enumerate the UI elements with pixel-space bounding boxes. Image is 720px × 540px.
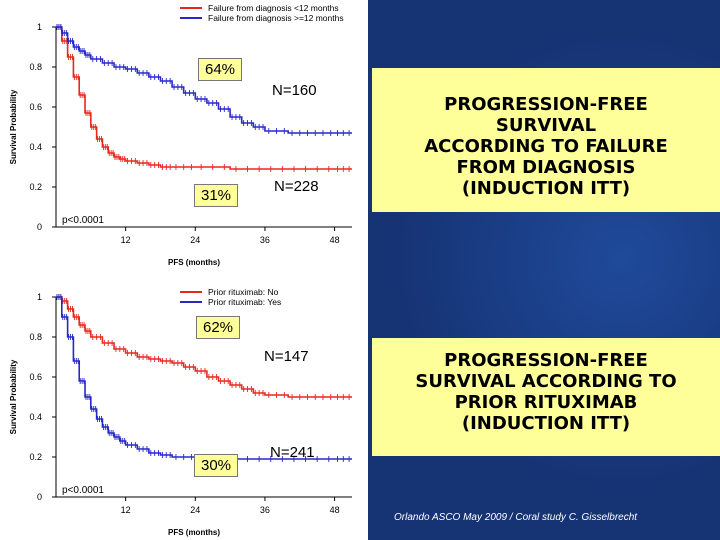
y-axis-label: Survival Probability [9,89,18,164]
x-tick-label: 36 [260,235,270,245]
y-tick-label: 0 [37,222,42,232]
x-tick-label: 24 [190,235,200,245]
n-label-upper: N=147 [264,348,309,365]
title-line: (INDUCTION ITT) [461,178,631,199]
y-tick-label: 1 [37,22,42,32]
title-line: ACCORDING TO FAILURE [424,136,668,157]
title-line: PROGRESSION-FREE [444,350,648,371]
percent-callout-upper: 64% [198,58,243,81]
title-line: (INDUCTION ITT) [461,413,631,434]
x-tick-label: 12 [121,235,131,245]
x-axis-label: PFS (months) [168,258,220,267]
p-value-annotation: p<0.0001 [62,215,104,226]
y-tick-label: 0.6 [29,372,42,382]
title-line: PROGRESSION-FREE [444,94,648,115]
percent-callout-lower: 30% [194,454,239,477]
percent-callout-upper: 62% [196,316,241,339]
km-chart-svg: 0 0.2 0.4 0.6 0.8 1 12 24 36 48 PFS (months) Surviv… [9,287,352,537]
x-tick-label: 48 [330,235,340,245]
n-label-upper: N=160 [272,82,317,99]
km-series-line [56,296,352,398]
y-tick-label: 0.4 [29,142,42,152]
y-tick-label: 0.2 [29,452,42,462]
y-tick-label: 1 [37,292,42,302]
title-line: SURVIVAL ACCORDING TO [415,371,677,392]
legend-label: Prior rituximab: Yes [208,297,281,307]
n-label-lower: N=241 [270,444,315,461]
y-tick-label: 0.8 [29,62,42,72]
footer-citation: Orlando ASCO May 2009 / Coral study C. G… [394,512,638,523]
y-tick-label: 0.6 [29,102,42,112]
callout-title-prior-rituximab: PROGRESSION-FREE SURVIVAL ACCORDING TO P… [372,338,720,456]
y-tick-label: 0.8 [29,332,42,342]
legend-label: Prior rituximab: No [208,287,279,297]
title-line: SURVIVAL [495,115,597,136]
title-line: PRIOR RITUXIMAB [454,392,638,413]
x-tick-label: 24 [190,505,200,515]
y-tick-label: 0 [37,492,42,502]
p-value-annotation: p<0.0001 [62,485,104,496]
km-series-line [56,26,352,134]
y-tick-label: 0.4 [29,412,42,422]
y-tick-label: 0.2 [29,182,42,192]
x-tick-label: 12 [121,505,131,515]
callout-title-failure-from-diagnosis: PROGRESSION-FREE SURVIVAL ACCORDING TO F… [372,68,720,212]
percent-callout-lower: 31% [194,184,239,207]
km-chart-svg: 0 0.2 0.4 0.6 0.8 1 12 24 36 48 PFS (months) Surviv… [9,3,352,267]
km-series-line [56,26,352,170]
x-axis-label: PFS (months) [168,528,220,537]
km-chart-prior-rituximab: 0 0.2 0.4 0.6 0.8 1 12 24 36 48 PFS (months) Surviv… [0,270,368,540]
x-tick-label: 36 [260,505,270,515]
legend-label: Failure from diagnosis <12 months [208,3,339,13]
title-line: FROM DIAGNOSIS [456,157,636,178]
legend-label: Failure from diagnosis >=12 months [208,13,344,23]
x-tick-label: 48 [330,505,340,515]
n-label-lower: N=228 [274,178,319,195]
y-axis-label: Survival Probability [9,359,18,434]
km-chart-failure-from-diagnosis: 0 0.2 0.4 0.6 0.8 1 12 24 36 48 PFS (months) Surviv… [0,0,368,270]
